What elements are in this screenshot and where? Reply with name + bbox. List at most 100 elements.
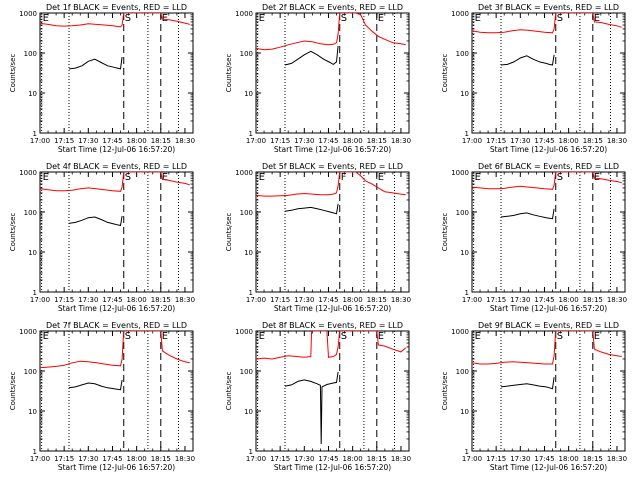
x-tick-label: 17:30 xyxy=(510,137,530,145)
y-tick-label: 1 xyxy=(465,448,469,456)
y-tick-label: 1000 xyxy=(235,328,253,336)
y-tick-label: 1 xyxy=(33,130,37,138)
x-tick-label: 18:15 xyxy=(583,296,603,304)
x-tick-label: 17:45 xyxy=(318,296,338,304)
series-line-lld xyxy=(472,13,622,34)
marker-label: E xyxy=(43,331,49,342)
x-tick-label: 17:30 xyxy=(78,137,98,145)
y-axis-label: Counts/sec xyxy=(225,54,233,93)
series-line-events xyxy=(500,54,555,66)
chart-panel-3: Det 3f BLACK = Events, RED = LLD 1 10 100 10… xyxy=(441,3,627,154)
x-tick-label: 17:30 xyxy=(78,455,98,463)
y-tick-label: 1000 xyxy=(235,169,253,177)
x-axis-label: Start Time (12-Jul-06 16:57:20) xyxy=(58,463,175,472)
y-tick-label: 1000 xyxy=(235,10,253,18)
marker-label: E xyxy=(43,172,49,183)
x-tick-label: 18:30 xyxy=(607,296,627,304)
x-tick-label: 18:00 xyxy=(127,455,147,463)
y-axis-label: Counts/sec xyxy=(9,372,17,411)
y-tick-label: 1 xyxy=(465,130,469,138)
y-tick-label: 100 xyxy=(24,368,37,376)
x-tick-label: 18:15 xyxy=(583,137,603,145)
chart-panel-6: Det 6f BLACK = Events, RED = LLD 1 10 100 10… xyxy=(441,162,627,313)
x-tick-label: 18:15 xyxy=(151,137,171,145)
series-group xyxy=(472,13,622,66)
series-line-lld xyxy=(472,331,622,365)
chart-title: Det 8f BLACK = Events, RED = LLD xyxy=(262,321,403,330)
x-tick-label: 18:15 xyxy=(583,455,603,463)
x-tick-label: 17:00 xyxy=(30,455,50,463)
y-tick-label: 100 xyxy=(24,209,37,217)
x-tick-label: 18:15 xyxy=(151,296,171,304)
y-tick-label: 10 xyxy=(28,249,37,257)
marker-label: E xyxy=(594,172,600,183)
x-tick-label: 18:15 xyxy=(367,455,387,463)
x-tick-label: 17:15 xyxy=(486,455,506,463)
series-line-lld xyxy=(256,13,406,51)
x-tick-label: 17:00 xyxy=(246,137,266,145)
series-group xyxy=(256,13,406,66)
x-tick-label: 18:30 xyxy=(175,455,195,463)
x-tick-label: 17:30 xyxy=(294,137,314,145)
plot-frame xyxy=(39,171,194,293)
y-axis-label: Counts/sec xyxy=(9,213,17,252)
marker-label: F xyxy=(341,172,347,183)
x-tick-label: 17:45 xyxy=(102,137,122,145)
chart-panel-4: Det 4f BLACK = Events, RED = LLD 1 10 100 10… xyxy=(9,162,195,313)
x-tick-label: 18:00 xyxy=(559,455,579,463)
marker-label: E xyxy=(378,172,384,183)
marker-label: E xyxy=(162,331,168,342)
y-axis-label: Counts/sec xyxy=(225,372,233,411)
chart-panel-5: Det 5f BLACK = Events, RED = LLD 1 10 100 10… xyxy=(225,162,411,313)
y-tick-label: 100 xyxy=(240,209,253,217)
x-tick-label: 17:15 xyxy=(54,137,74,145)
y-tick-label: 1 xyxy=(249,289,253,297)
plot-frame xyxy=(255,12,410,134)
y-axis-label: Counts/sec xyxy=(441,54,449,93)
series-line-events xyxy=(68,215,123,227)
x-tick-label: 18:30 xyxy=(607,137,627,145)
marker-label: E xyxy=(162,172,168,183)
y-axis-label: Counts/sec xyxy=(441,213,449,252)
plot-frame xyxy=(255,330,410,452)
y-tick-label: 10 xyxy=(460,90,469,98)
x-tick-label: 18:15 xyxy=(367,137,387,145)
x-axis-label: Start Time (12-Jul-06 16:57:20) xyxy=(490,463,607,472)
y-tick-label: 1000 xyxy=(451,169,469,177)
y-tick-label: 10 xyxy=(244,249,253,257)
x-tick-label: 17:00 xyxy=(462,137,482,145)
series-line-lld xyxy=(40,172,190,192)
x-axis-label: Start Time (12-Jul-06 16:57:20) xyxy=(490,304,607,313)
y-tick-label: 10 xyxy=(28,408,37,416)
plot-frame xyxy=(39,330,194,452)
y-tick-label: 10 xyxy=(460,408,469,416)
x-tick-label: 17:30 xyxy=(510,455,530,463)
x-tick-label: 17:30 xyxy=(510,296,530,304)
x-tick-label: 17:00 xyxy=(462,455,482,463)
x-tick-label: 18:30 xyxy=(391,455,411,463)
marker-label: S xyxy=(125,331,131,342)
y-tick-label: 100 xyxy=(456,368,469,376)
chart-title: Det 5f BLACK = Events, RED = LLD xyxy=(262,162,403,171)
y-tick-label: 1000 xyxy=(451,328,469,336)
x-tick-label: 17:45 xyxy=(534,296,554,304)
x-axis-label: Start Time (12-Jul-06 16:57:20) xyxy=(58,304,175,313)
x-tick-label: 17:15 xyxy=(270,296,290,304)
series-group xyxy=(472,172,622,220)
x-tick-label: 18:15 xyxy=(367,296,387,304)
series-group xyxy=(40,331,190,391)
y-tick-label: 100 xyxy=(240,368,253,376)
y-tick-label: 1 xyxy=(33,289,37,297)
x-tick-label: 18:00 xyxy=(343,137,363,145)
y-tick-label: 10 xyxy=(244,408,253,416)
marker-label: E xyxy=(259,13,265,24)
series-line-lld xyxy=(472,172,622,190)
x-tick-label: 17:45 xyxy=(102,296,122,304)
marker-label: S xyxy=(341,331,347,342)
y-tick-label: 1000 xyxy=(19,328,37,336)
y-tick-label: 100 xyxy=(240,50,253,58)
x-tick-label: 17:00 xyxy=(462,296,482,304)
y-tick-label: 1000 xyxy=(451,10,469,18)
series-line-lld xyxy=(40,13,190,28)
